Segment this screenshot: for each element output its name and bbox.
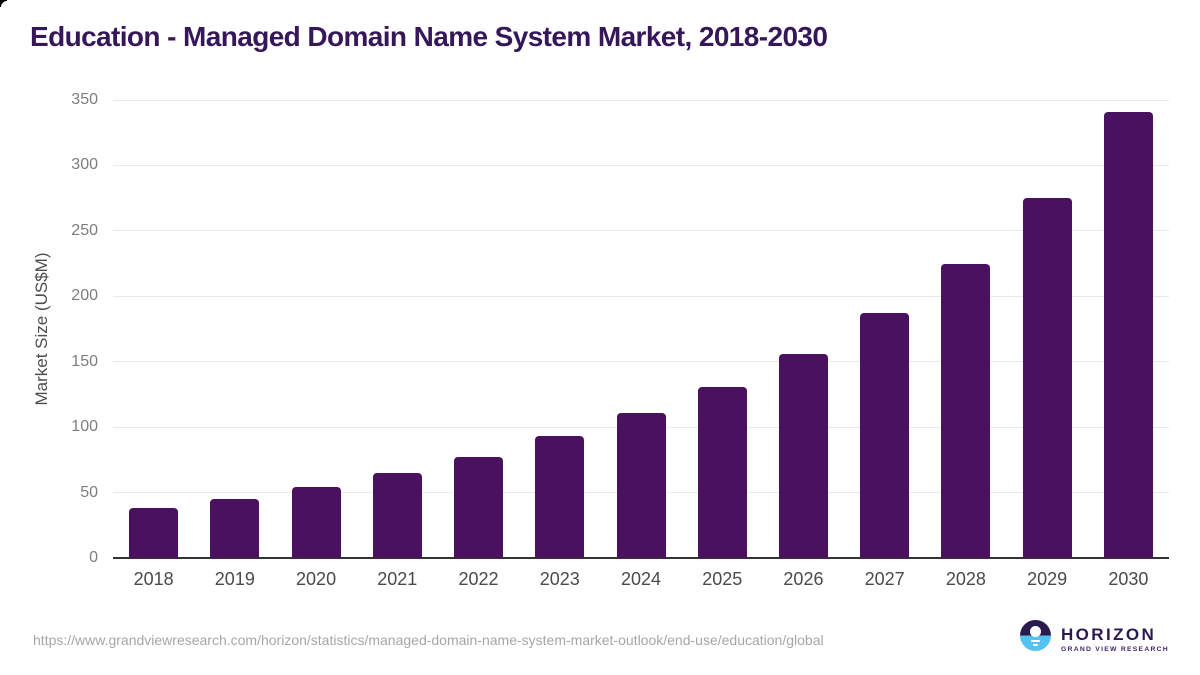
x-tick-label: 2019: [214, 569, 255, 589]
bar-2030: [1103, 111, 1153, 558]
bar-2029: [1022, 198, 1072, 558]
bar-2020: [291, 487, 341, 558]
y-tick-label: 0: [89, 549, 98, 566]
y-tick-label: 250: [71, 221, 98, 239]
gridline: [113, 361, 1169, 363]
x-tick-label: 2018: [133, 569, 174, 589]
x-axis-line: [113, 557, 1169, 559]
gridline: [113, 164, 1169, 166]
y-tick-label: 150: [71, 352, 98, 370]
chart-title: Education - Managed Domain Name System M…: [30, 21, 828, 52]
horizon-sun-icon: [1020, 620, 1051, 651]
x-tick-label: 2024: [620, 569, 661, 589]
x-tick-label: 2026: [783, 569, 824, 589]
x-tick-label: 2029: [1027, 569, 1068, 589]
x-tick-label: 2020: [296, 569, 337, 589]
sun-circle-icon: [1030, 626, 1041, 637]
source-url: https://www.grandviewresearch.com/horizo…: [33, 632, 824, 648]
bar-2024: [616, 412, 666, 558]
x-tick-label: 2022: [458, 569, 499, 589]
x-tick-label: 2028: [945, 569, 986, 589]
bar-2027: [860, 313, 910, 558]
y-tick-label: 300: [71, 156, 98, 174]
bar-2023: [535, 436, 585, 558]
y-axis-title: Market Size (US$M): [32, 252, 51, 406]
logo-text-block: HORIZON GRAND VIEW RESEARCH: [1061, 620, 1169, 653]
x-tick-label: 2027: [864, 569, 905, 589]
gridline: [113, 99, 1169, 101]
bar-2028: [941, 263, 991, 558]
gridline: [113, 230, 1169, 232]
water-ripple-icon: [1030, 640, 1040, 643]
horizon-logo: HORIZON GRAND VIEW RESEARCH: [1020, 620, 1169, 653]
window-corner-artifact: [0, 0, 7, 7]
y-tick-label: 200: [71, 287, 98, 305]
bar-2026: [778, 353, 828, 558]
bar-2019: [210, 499, 260, 558]
x-tick-label: 2030: [1108, 569, 1149, 589]
x-tick-label: 2025: [702, 569, 743, 589]
bar-2025: [697, 386, 747, 558]
logo-subtitle: GRAND VIEW RESEARCH: [1061, 645, 1169, 653]
bar-2018: [129, 508, 179, 558]
x-tick-label: 2023: [539, 569, 580, 589]
bar-2021: [372, 472, 422, 558]
logo-name: HORIZON: [1061, 625, 1157, 644]
x-tick-label: 2021: [377, 569, 418, 589]
y-tick-label: 350: [71, 91, 98, 108]
gridline: [113, 295, 1169, 297]
water-ripple-icon: [1033, 644, 1038, 646]
bar-2022: [454, 457, 504, 558]
y-tick-label: 50: [80, 483, 98, 501]
y-tick-label: 100: [71, 418, 98, 436]
